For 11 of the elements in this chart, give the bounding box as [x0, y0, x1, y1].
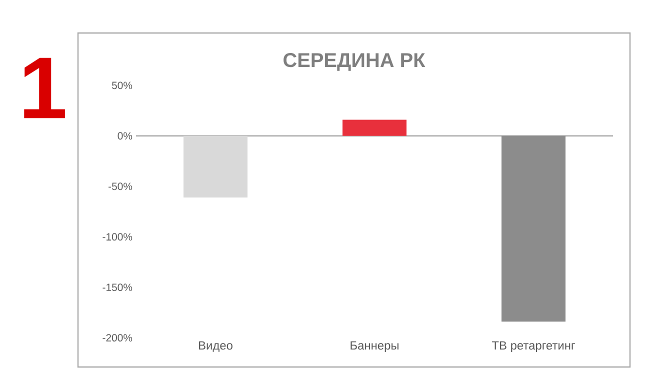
x-tick-label: Баннеры: [350, 341, 398, 352]
y-tick-label: -200%: [102, 334, 132, 342]
text: 1: [24, 58, 65, 118]
y-tick-label: 50%: [112, 82, 132, 90]
y-tick-label: -50%: [108, 182, 132, 190]
y-tick-label: -150%: [102, 284, 132, 292]
chart-title: СЕРЕДИНА РК: [284, 53, 426, 71]
x-tick-label: ТВ ретаргетинг: [492, 341, 575, 352]
y-tick-label: 0%: [118, 132, 132, 140]
x-tick-label: Видео: [199, 341, 232, 352]
y-tick-label: -100%: [102, 233, 132, 241]
